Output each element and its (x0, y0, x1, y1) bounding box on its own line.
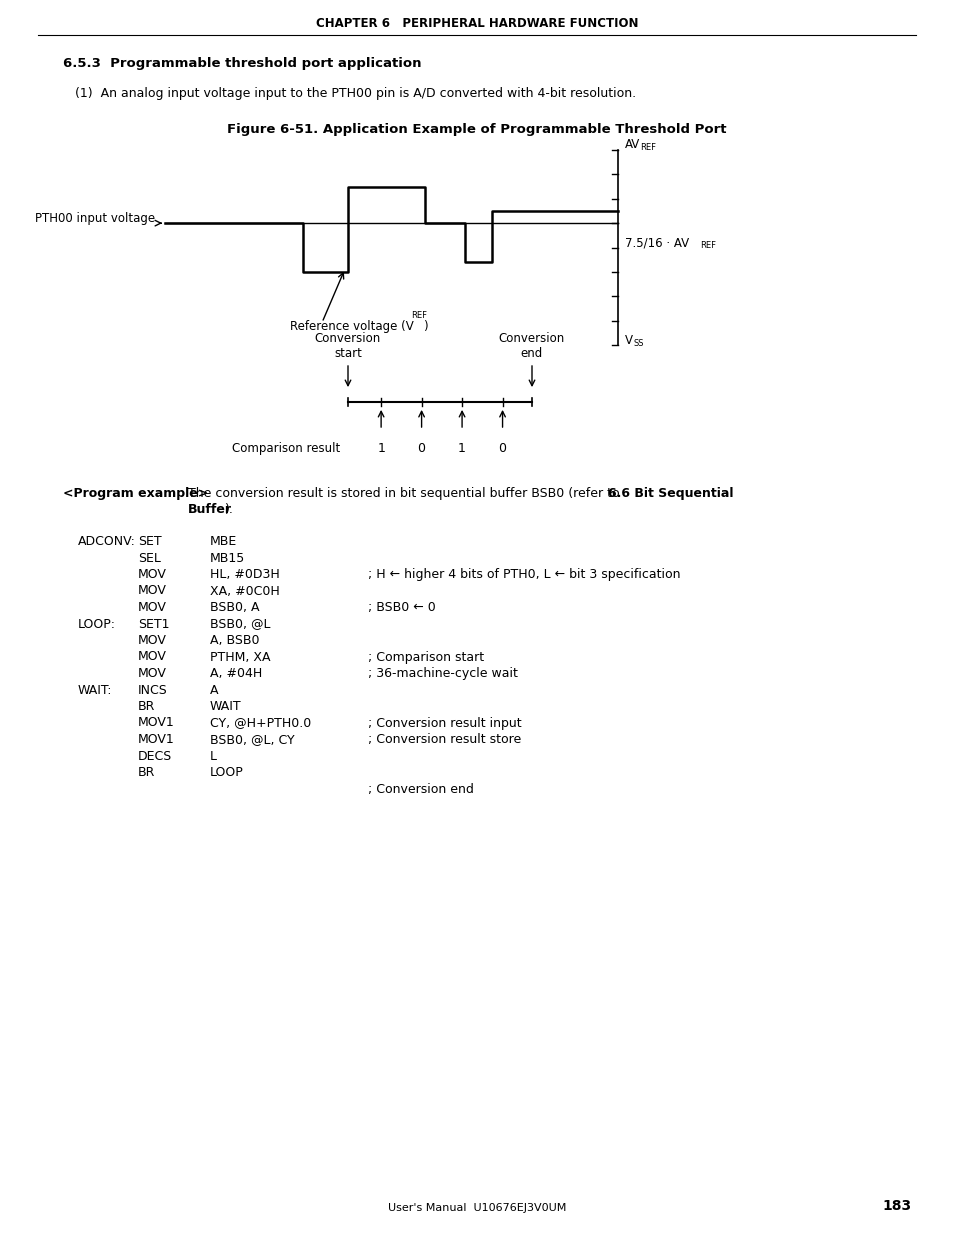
Text: MB15: MB15 (210, 552, 245, 564)
Text: ).: ). (225, 503, 233, 516)
Text: ): ) (422, 320, 427, 332)
Text: ; Comparison start: ; Comparison start (368, 651, 483, 663)
Text: 183: 183 (882, 1199, 911, 1213)
Text: L: L (210, 750, 216, 762)
Text: 6.6 Bit Sequential: 6.6 Bit Sequential (607, 487, 733, 500)
Text: 0: 0 (417, 442, 425, 454)
Text: SET: SET (138, 535, 161, 548)
Text: (1)  An analog input voltage input to the PTH00 pin is A/D converted with 4-bit : (1) An analog input voltage input to the… (75, 86, 636, 100)
Text: 0: 0 (498, 442, 506, 454)
Text: 7.5/16 · AV: 7.5/16 · AV (624, 236, 688, 249)
Text: MOV: MOV (138, 651, 167, 663)
Text: A: A (210, 683, 218, 697)
Text: BSB0, A: BSB0, A (210, 601, 259, 614)
Text: Reference voltage (V: Reference voltage (V (290, 320, 414, 332)
Text: V: V (624, 333, 633, 347)
Text: CY, @H+PTH0.0: CY, @H+PTH0.0 (210, 716, 311, 730)
Text: MOV: MOV (138, 634, 167, 647)
Text: CHAPTER 6   PERIPHERAL HARDWARE FUNCTION: CHAPTER 6 PERIPHERAL HARDWARE FUNCTION (315, 17, 638, 30)
Text: ; H ← higher 4 bits of PTH0, L ← bit 3 specification: ; H ← higher 4 bits of PTH0, L ← bit 3 s… (368, 568, 679, 580)
Text: MOV: MOV (138, 601, 167, 614)
Text: AV: AV (624, 138, 639, 152)
Text: A, BSB0: A, BSB0 (210, 634, 259, 647)
Text: 1: 1 (376, 442, 385, 454)
Text: Comparison result: Comparison result (232, 442, 339, 454)
Text: LOOP:: LOOP: (78, 618, 116, 631)
Text: ; BSB0 ← 0: ; BSB0 ← 0 (368, 601, 436, 614)
Text: Conversion
start: Conversion start (314, 332, 381, 359)
Text: BSB0, @L: BSB0, @L (210, 618, 271, 631)
Text: WAIT:: WAIT: (78, 683, 112, 697)
Text: BSB0, @L, CY: BSB0, @L, CY (210, 734, 294, 746)
Text: ; Conversion result store: ; Conversion result store (368, 734, 520, 746)
Text: 6.5.3  Programmable threshold port application: 6.5.3 Programmable threshold port applic… (63, 57, 421, 70)
Text: ; Conversion result input: ; Conversion result input (368, 716, 521, 730)
Text: REF: REF (411, 311, 427, 320)
Text: WAIT: WAIT (210, 700, 241, 713)
Text: ADCONV:: ADCONV: (78, 535, 135, 548)
Text: INCS: INCS (138, 683, 168, 697)
Text: REF: REF (639, 143, 656, 152)
Text: REF: REF (700, 241, 716, 249)
Text: PTHM, XA: PTHM, XA (210, 651, 271, 663)
Text: SS: SS (634, 338, 644, 347)
Text: BR: BR (138, 766, 155, 779)
Text: Figure 6-51. Application Example of Programmable Threshold Port: Figure 6-51. Application Example of Prog… (227, 124, 726, 136)
Text: MOV: MOV (138, 667, 167, 680)
Text: LOOP: LOOP (210, 766, 244, 779)
Text: Conversion
end: Conversion end (498, 332, 564, 359)
Text: ; Conversion end: ; Conversion end (368, 783, 474, 795)
Text: DECS: DECS (138, 750, 172, 762)
Text: User's Manual  U10676EJ3V0UM: User's Manual U10676EJ3V0UM (388, 1203, 565, 1213)
Text: PTH00 input voltage: PTH00 input voltage (35, 211, 154, 225)
Text: SEL: SEL (138, 552, 161, 564)
Text: <Program example>: <Program example> (63, 487, 208, 500)
Text: MOV1: MOV1 (138, 716, 174, 730)
Text: A, #04H: A, #04H (210, 667, 262, 680)
Text: XA, #0C0H: XA, #0C0H (210, 584, 279, 598)
Text: ; 36-machine-cycle wait: ; 36-machine-cycle wait (368, 667, 517, 680)
Text: MOV: MOV (138, 568, 167, 580)
Text: Buffer: Buffer (188, 503, 232, 516)
Text: MBE: MBE (210, 535, 237, 548)
Text: HL, #0D3H: HL, #0D3H (210, 568, 279, 580)
Text: 1: 1 (457, 442, 465, 454)
Text: BR: BR (138, 700, 155, 713)
Text: MOV1: MOV1 (138, 734, 174, 746)
Text: SET1: SET1 (138, 618, 170, 631)
Text: MOV: MOV (138, 584, 167, 598)
Text: The conversion result is stored in bit sequential buffer BSB0 (refer to: The conversion result is stored in bit s… (188, 487, 623, 500)
